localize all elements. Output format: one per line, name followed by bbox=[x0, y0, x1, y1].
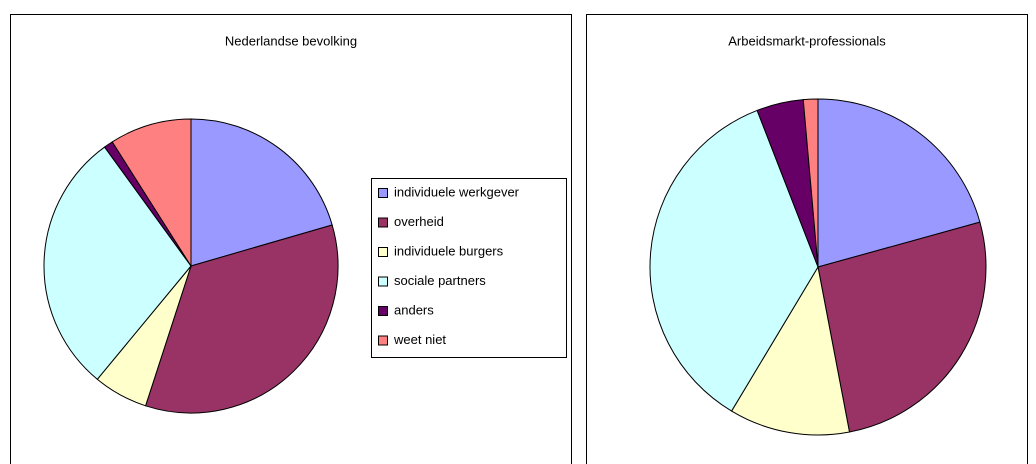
pie-slice bbox=[43, 146, 192, 380]
chart-title: Arbeidsmarkt-professionals bbox=[728, 33, 886, 48]
legend-label: anders bbox=[394, 302, 434, 317]
pie-slice bbox=[111, 118, 192, 268]
legend-swatch bbox=[378, 276, 388, 287]
pie-slice bbox=[730, 265, 851, 436]
legend-label: individuele burgers bbox=[394, 243, 504, 258]
legend-label: individuele werkgever bbox=[394, 184, 520, 199]
legend-swatch bbox=[378, 306, 388, 316]
pie-slice bbox=[144, 224, 339, 414]
legend-label: sociale partners bbox=[394, 273, 486, 288]
pie-slice bbox=[802, 98, 819, 268]
legend-label: overheid bbox=[394, 214, 444, 229]
pie-slice bbox=[649, 109, 819, 412]
legend-swatch bbox=[378, 188, 388, 198]
chart-title: Nederlandse bevolking bbox=[225, 33, 357, 48]
legend bbox=[371, 178, 567, 358]
legend-label: weet niet bbox=[393, 332, 446, 347]
pie-slice bbox=[817, 221, 987, 433]
legend-swatch bbox=[378, 217, 388, 228]
pie-slice bbox=[190, 118, 333, 267]
pie-slice bbox=[817, 98, 981, 268]
legend-swatch bbox=[378, 247, 388, 257]
legend-swatch bbox=[378, 335, 388, 346]
